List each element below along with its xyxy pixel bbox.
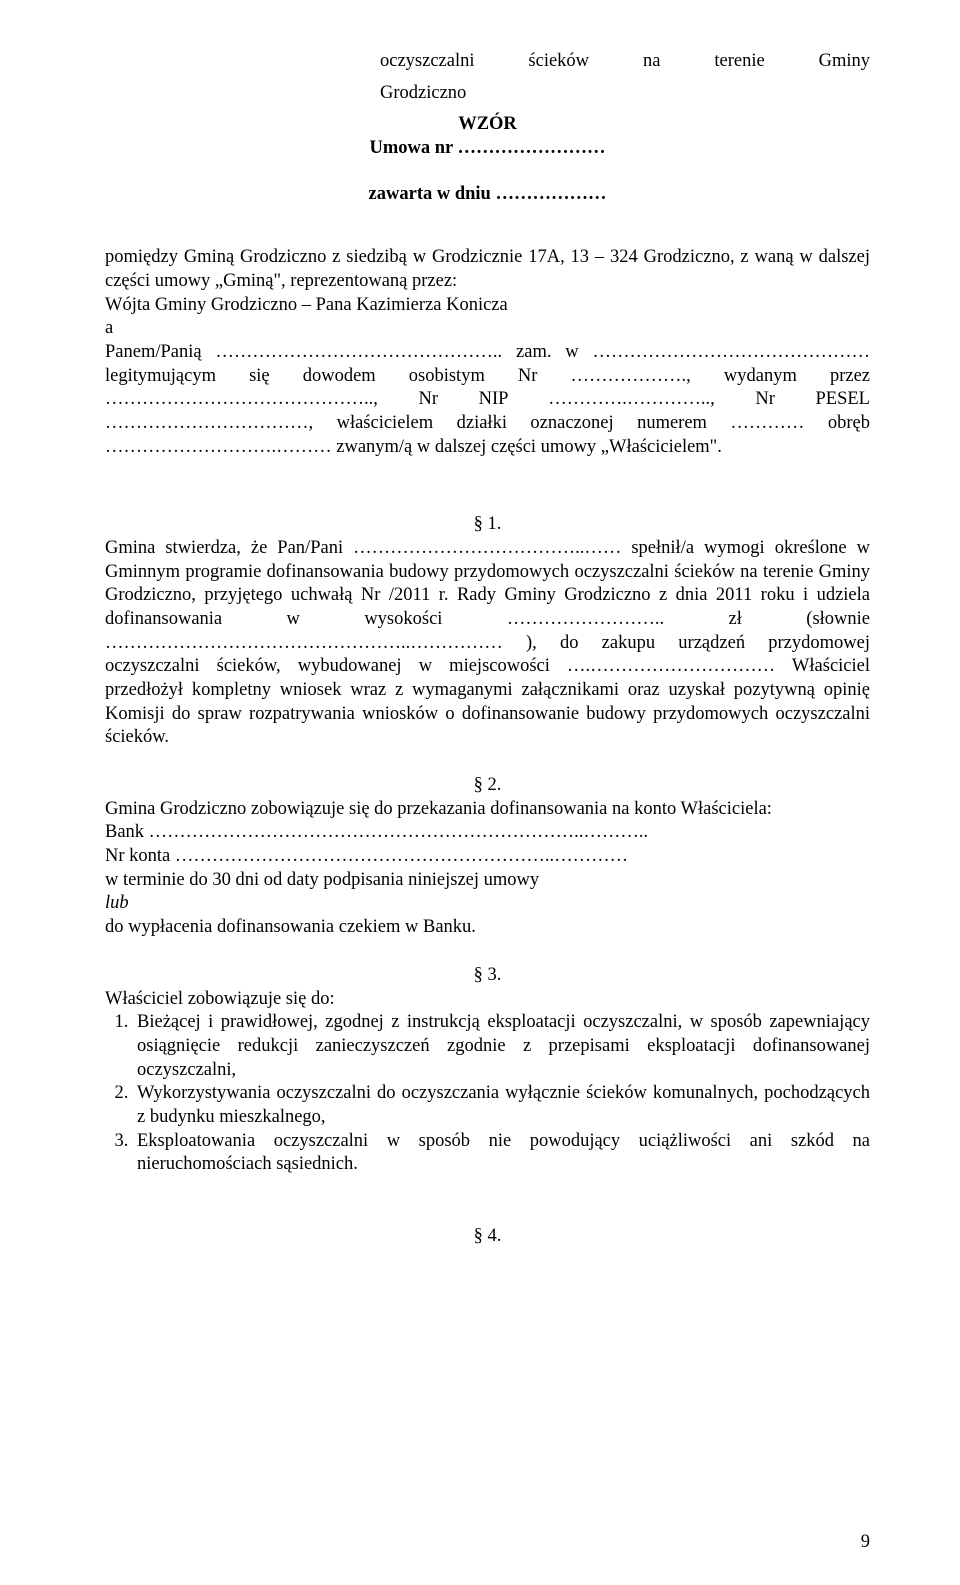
list-item: Eksploatowania oczyszczalni w sposób nie… [133, 1130, 870, 1177]
contract-number-line: Umowa nr …………………… [105, 137, 870, 161]
document-page: oczyszczalni ścieków na terenie Gminy Gr… [0, 0, 960, 1585]
section-1-number: § 1. [105, 513, 870, 537]
section-1: § 1. Gmina stwierdza, że Pan/Pani ………………… [105, 513, 870, 750]
header-context-line1: oczyszczalni ścieków na terenie Gminy [380, 50, 870, 74]
section-3-list: Bieżącej i prawidłowej, zgodnej z instru… [105, 1011, 870, 1177]
intro-p4: Panem/Panią ……………………………………….. zam. w ………… [105, 341, 870, 459]
section-2-number: § 2. [105, 774, 870, 798]
section-3-number: § 3. [105, 964, 870, 988]
list-item: Wykorzystywania oczyszczalni do oczyszcz… [133, 1082, 870, 1129]
section-3-intro: Właściciel zobowiązuje się do: [105, 988, 870, 1012]
intro-block: pomiędzy Gminą Grodziczno z siedzibą w G… [105, 246, 870, 459]
date-line: zawarta w dniu ……………… [105, 183, 870, 207]
section-2-bank: Bank ……………………………………………………………..……….. [105, 821, 870, 845]
section-2: § 2. Gmina Grodziczno zobowiązuje się do… [105, 774, 870, 940]
section-2-cheque: do wypłacenia dofinansowania czekiem w B… [105, 916, 870, 940]
list-item: Bieżącej i prawidłowej, zgodnej z instru… [133, 1011, 870, 1082]
intro-p2: Wójta Gminy Grodziczno – Pana Kazimierza… [105, 294, 870, 318]
intro-p3: a [105, 317, 870, 341]
section-4-number: § 4. [105, 1225, 870, 1249]
header-context-line2: Grodziczno [380, 82, 870, 106]
section-2-term: w terminie do 30 dni od daty podpisania … [105, 869, 870, 893]
section-1-body: Gmina stwierdza, że Pan/Pani ……………………………… [105, 537, 870, 750]
section-2-line1: Gmina Grodziczno zobowiązuje się do prze… [105, 798, 870, 822]
page-number: 9 [861, 1531, 870, 1555]
template-label: WZÓR [105, 113, 870, 137]
section-4: § 4. [105, 1225, 870, 1249]
section-2-account: Nr konta ……………………………………………………..………… [105, 845, 870, 869]
section-2-or: lub [105, 892, 870, 916]
intro-p1: pomiędzy Gminą Grodziczno z siedzibą w G… [105, 246, 870, 293]
section-3: § 3. Właściciel zobowiązuje się do: Bież… [105, 964, 870, 1177]
